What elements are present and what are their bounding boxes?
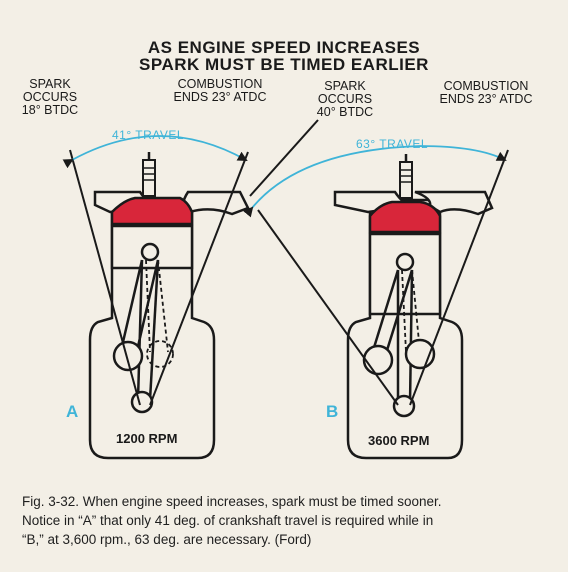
engine-b-rod-solid-1 — [370, 269, 400, 355]
engine-b-combustion-label-line2: ENDS 23° ATDC — [439, 92, 533, 106]
engine-a-travel-lines — [62, 135, 249, 406]
engine-b-spark-label: SPARK OCCURS 40° BTDC — [300, 80, 390, 119]
engine-b — [333, 154, 494, 460]
engine-b-spark-label-line2: OCCURS — [317, 92, 373, 106]
engine-a-spark-label-line1: SPARK — [29, 77, 71, 91]
engine-a-combustion-label-line1: COMBUSTION — [177, 77, 263, 91]
engine-b-piston-pin — [395, 252, 415, 272]
engine-a-block — [88, 198, 216, 460]
figure-caption-line2: Notice in “A” that only 41 deg. of crank… — [22, 513, 434, 528]
engine-a-crank-pin-solid — [112, 340, 144, 372]
engine-a-rpm: 1200 RPM — [116, 431, 178, 446]
engine-a-piston — [110, 224, 194, 270]
engine-a-combustion-label: COMBUSTION ENDS 23° ATDC — [160, 78, 280, 104]
engine-a-rod-dashed-1 — [157, 259, 169, 353]
engine-a-spark-label-line2: OCCURS — [22, 90, 78, 104]
engine-b-spark-line-lower — [257, 209, 399, 406]
engine-b-combustion-label-line1: COMBUSTION — [443, 79, 529, 93]
figure-caption-line1: Fig. 3-32. When engine speed increases, … — [22, 494, 442, 509]
engine-a-travel-arc — [62, 135, 248, 169]
engine-a-combustion-chamber — [110, 196, 194, 226]
engine-b-combustion-label: COMBUSTION ENDS 23° ATDC — [426, 80, 546, 106]
engine-b-travel-lines — [243, 119, 509, 406]
engine-a-spark-plug — [142, 159, 156, 197]
engine-a-crank-pin-bottom — [130, 390, 154, 414]
engine-a-spark-label: SPARK OCCURS 18° BTDC — [10, 78, 90, 117]
engine-a-rod-solid-3 — [136, 259, 144, 401]
engine-a-rod-dashed-2 — [145, 259, 151, 353]
engine-b-spark-label-line3: 40° BTDC — [316, 105, 374, 119]
engine-b-travel-arc — [243, 145, 507, 218]
engine-a-crank-pin-dashed — [146, 340, 174, 368]
engine-a-spark-line — [69, 149, 141, 406]
engine-a-combustion-line — [149, 151, 249, 406]
engine-b-piston — [368, 232, 442, 316]
engine-b-combustion-chamber — [368, 200, 442, 234]
engine-b-spark-plug — [399, 161, 413, 199]
engine-a-letter: A — [66, 402, 79, 421]
engine-a-rod-solid-1 — [118, 259, 144, 356]
engine-b-rod-solid-4 — [408, 269, 414, 405]
engine-b-block — [346, 198, 464, 460]
engine-a-spark-label-line3: 18° BTDC — [21, 103, 79, 117]
engine-a-travel-label: 41° TRAVEL — [112, 128, 185, 142]
engine-a-piston-pin — [140, 242, 160, 262]
engine-b-spark-label-line1: SPARK — [324, 79, 366, 93]
diagram-title-line1: AS ENGINE SPEED INCREASES — [147, 38, 421, 57]
engine-timing-diagram — [62, 119, 509, 460]
engine-b-spark-line — [249, 119, 319, 197]
engine-a — [88, 152, 250, 460]
engine-b-letter: B — [326, 402, 339, 421]
diagram-title-line2: SPARK MUST BE TIMED EARLIER — [139, 55, 429, 74]
engine-b-crank-pin-left — [362, 344, 394, 376]
engine-a-combustion-label-line2: ENDS 23° ATDC — [173, 90, 267, 104]
engine-b-rpm: 3600 RPM — [368, 433, 430, 448]
engine-a-rod-solid-4 — [148, 259, 160, 401]
figure-caption: Fig. 3-32. When engine speed increases, … — [22, 492, 552, 549]
engine-b-travel-label: 63° TRAVEL — [356, 137, 429, 151]
engine-b-crank-pin-bottom — [392, 394, 416, 418]
figure-caption-line3: “B,” at 3,600 rpm., 63 deg. are necessar… — [22, 532, 312, 547]
